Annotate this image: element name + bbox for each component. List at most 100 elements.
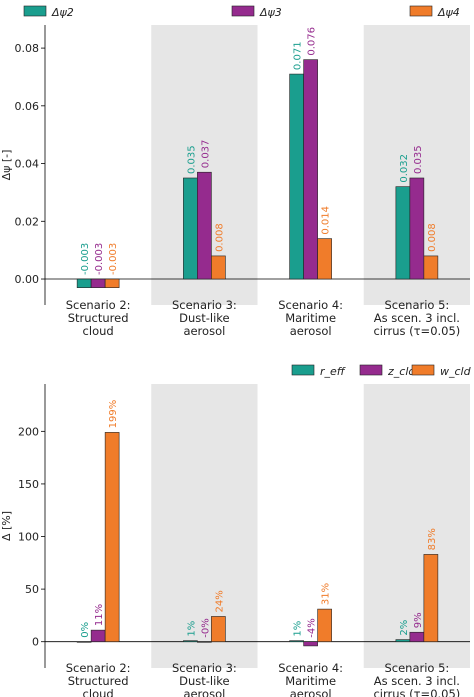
bar-value-label: 0.037 <box>200 140 211 169</box>
category-label: cloud <box>83 687 114 697</box>
bar-value-label: 24% <box>214 590 225 612</box>
bar-value-label: 83% <box>427 528 438 550</box>
category-label: As scen. 3 incl. <box>374 311 460 325</box>
category-label: cirrus (τ=0.05) <box>373 687 460 697</box>
bar <box>317 238 332 280</box>
bar-value-label: -4% <box>307 618 318 637</box>
bar <box>183 640 198 643</box>
bar-value-label: 0.076 <box>307 27 318 56</box>
bar-value-label: 0.035 <box>186 145 197 174</box>
bar-value-label: 1% <box>293 621 304 637</box>
bar-value-label: 9% <box>413 612 424 628</box>
bar-value-label: 0.008 <box>214 223 225 252</box>
category-label: Scenario 3: <box>172 298 237 312</box>
bar <box>423 554 439 643</box>
bar-value-label: -0.003 <box>94 243 105 275</box>
bar-value-label: 0.014 <box>321 206 332 235</box>
bar-value-label: 0.008 <box>427 223 438 252</box>
y-tick-label: 100 <box>18 531 39 544</box>
shaded-band <box>151 384 258 668</box>
category-label: As scen. 3 incl. <box>374 674 460 688</box>
bar-value-label: 31% <box>321 583 332 605</box>
bar <box>303 641 318 647</box>
y-tick-label: 0.08 <box>15 42 40 55</box>
bar <box>183 177 198 280</box>
legend-swatch <box>231 5 255 17</box>
y-tick-label: 0 <box>32 636 39 649</box>
category-label: Maritime <box>285 311 336 325</box>
category-label: cloud <box>83 324 114 338</box>
category-label: Structured <box>68 674 129 688</box>
bar-value-label: 199% <box>108 400 119 429</box>
legend-swatch <box>359 364 383 376</box>
bar-value-label: -0.003 <box>80 243 91 275</box>
bar <box>409 631 425 643</box>
bar <box>395 186 411 280</box>
bar-value-label: 1% <box>186 621 197 637</box>
category-label: aerosol <box>183 324 225 338</box>
bar-value-label: -0% <box>200 618 211 637</box>
y-tick-label: 0.04 <box>15 158 40 171</box>
legend-swatch <box>409 5 433 17</box>
legend-entry: Δψ3 <box>259 6 282 19</box>
category-label: Structured <box>68 311 129 325</box>
category-label: Scenario 4: <box>278 298 343 312</box>
shaded-band <box>363 384 470 668</box>
bar-value-label: 0% <box>80 622 91 638</box>
category-label: aerosol <box>183 687 225 697</box>
bar <box>76 641 92 643</box>
category-label: cirrus (τ=0.05) <box>373 324 460 338</box>
category-label: Scenario 3: <box>172 661 237 675</box>
category-label: Scenario 4: <box>278 661 343 675</box>
bar <box>211 616 226 643</box>
category-label: Maritime <box>285 674 336 688</box>
legend-entry: r_eff <box>320 365 346 378</box>
category-label: Dust-like <box>179 674 230 688</box>
legend-swatch <box>291 364 315 376</box>
bar <box>211 255 226 280</box>
bar <box>409 177 425 280</box>
legend-entry: z_cld <box>387 365 416 378</box>
bar-value-label: 2% <box>399 620 410 636</box>
bar <box>104 278 120 288</box>
category-label: aerosol <box>290 687 332 697</box>
legend-entry: Δψ4 <box>437 6 460 19</box>
y-tick-label: 150 <box>18 478 39 491</box>
bar <box>197 171 212 280</box>
bar <box>76 278 92 288</box>
y-tick-label: 0.00 <box>15 273 40 286</box>
bar <box>197 641 212 643</box>
y-axis-label: Δψ [-] <box>0 150 13 181</box>
category-label: Scenario 2: <box>66 661 131 675</box>
category-label: Scenario 5: <box>384 661 449 675</box>
y-tick-label: 0.06 <box>15 100 40 113</box>
bar <box>289 73 304 280</box>
bar <box>90 629 106 643</box>
bar <box>303 59 318 280</box>
bar-value-label: 11% <box>94 604 105 626</box>
category-label: aerosol <box>290 324 332 338</box>
chart-panel-2: 0 50 100 150 200 Δ [%] 0% 1% 1% 2% 11% -0% -4% 9% 199%… <box>0 364 472 697</box>
bar <box>289 640 304 643</box>
bar <box>104 432 120 643</box>
bar-value-label: -0.003 <box>108 243 119 275</box>
y-tick-label: 0.02 <box>15 215 40 228</box>
category-label: Scenario 5: <box>384 298 449 312</box>
bar-value-label: 0.032 <box>399 154 410 183</box>
bar <box>90 278 106 288</box>
bar <box>423 255 439 280</box>
y-axis-label: Δ [%] <box>0 511 13 541</box>
legend-entry: Δψ2 <box>51 6 74 19</box>
legend-swatch <box>411 364 435 376</box>
bar-value-label: 0.071 <box>293 41 304 70</box>
bar <box>395 639 411 643</box>
y-tick-label: 200 <box>18 425 39 438</box>
legend-swatch <box>23 5 47 17</box>
bar <box>317 608 332 643</box>
category-label: Scenario 2: <box>66 298 131 312</box>
category-label: Dust-like <box>179 311 230 325</box>
legend-entry: w_cld <box>440 365 472 378</box>
bar-value-label: 0.035 <box>413 145 424 174</box>
